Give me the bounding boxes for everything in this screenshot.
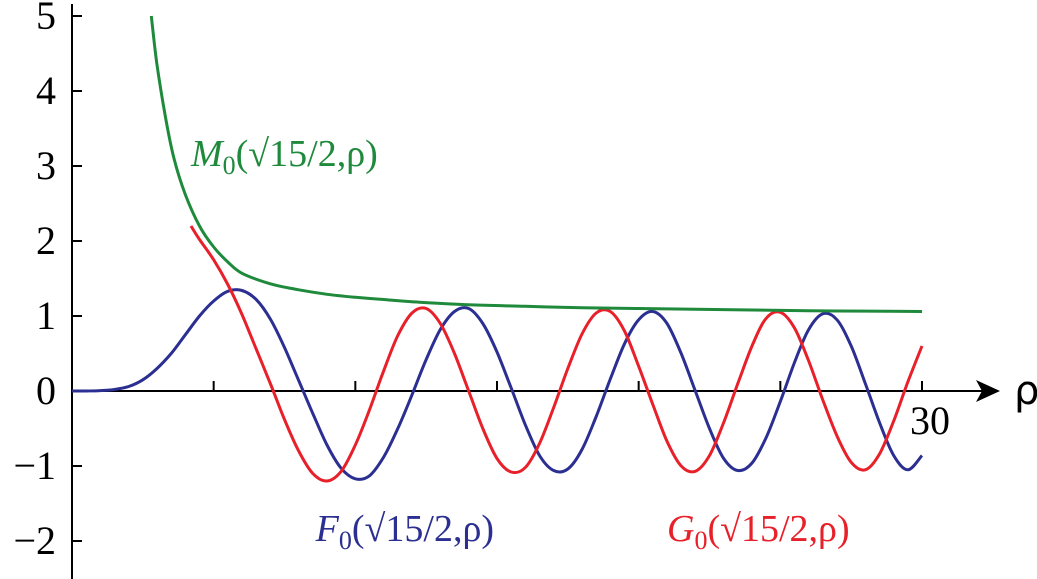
y-tick-label: 3 <box>36 143 56 188</box>
curves <box>71 15 924 483</box>
series-line-F0 <box>71 288 924 481</box>
x-axis-label: ρ <box>1014 368 1037 414</box>
y-tick-label: 4 <box>36 68 56 113</box>
series-label-M0: M0(√15/2,ρ) <box>190 133 378 180</box>
series-label-G0: G0(√15/2,ρ) <box>667 508 850 555</box>
series-line-G0 <box>189 225 924 483</box>
y-tick-label: −1 <box>13 443 56 488</box>
y-tick-label: 0 <box>36 368 56 413</box>
labels: M0(√15/2,ρ) F0(√15/2,ρ) G0(√15/2,ρ) <box>190 133 850 555</box>
x-axis-arrow <box>976 380 1000 402</box>
axes: −2 −1 0 1 2 3 4 5 30 ρ <box>13 0 1037 579</box>
y-tick-label: 1 <box>36 293 56 338</box>
x-tick-label: 30 <box>910 398 950 443</box>
y-tick-label: −2 <box>13 518 56 563</box>
y-tick-label: 5 <box>36 0 56 38</box>
series-label-F0: F0(√15/2,ρ) <box>315 508 494 555</box>
series-line-M0 <box>149 15 923 313</box>
y-tick-label: 2 <box>36 218 56 263</box>
